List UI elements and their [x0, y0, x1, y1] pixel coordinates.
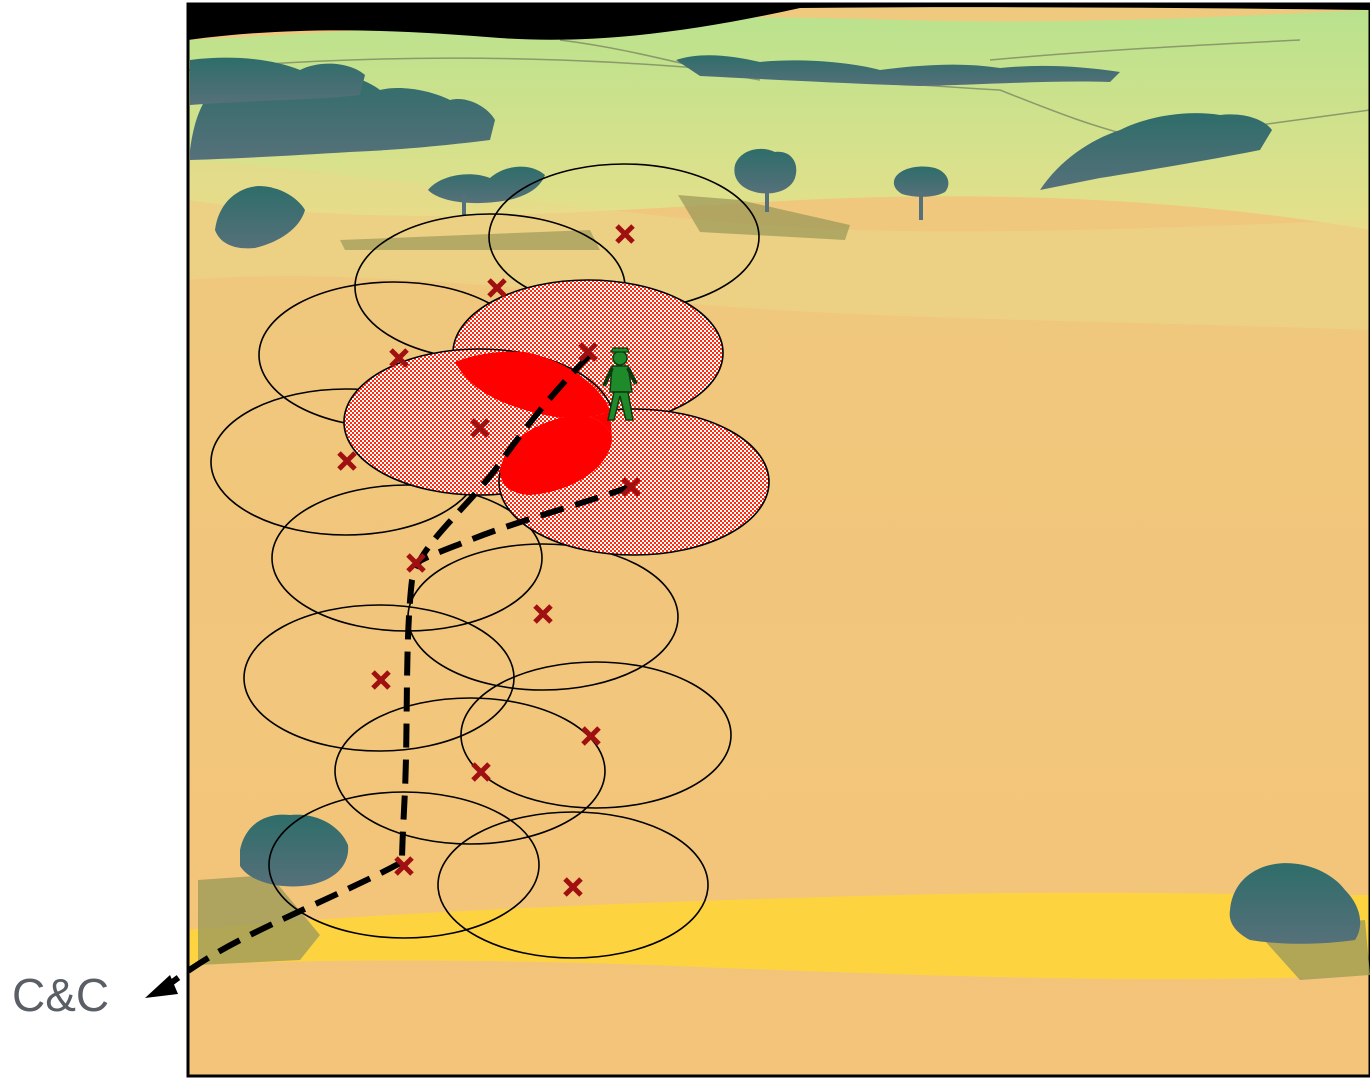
- sensor-range: [243, 604, 515, 752]
- sensor-range: [268, 791, 540, 939]
- active-detections: [343, 279, 770, 556]
- sensor-x-icon: [487, 278, 507, 298]
- sensor-range: [460, 661, 732, 809]
- route-path: [160, 859, 404, 993]
- sensor-x-icon: [533, 604, 553, 624]
- sensor-markers: [337, 224, 641, 897]
- sensor-x-icon: [471, 762, 491, 782]
- sensor-x-icon: [578, 342, 598, 362]
- route-path: [399, 352, 593, 863]
- sensor-x-icon: [581, 726, 601, 746]
- sensor-range: [334, 697, 606, 845]
- sensor-range: [437, 811, 709, 959]
- trees: [190, 55, 1370, 980]
- tree-icon: [1040, 113, 1272, 190]
- tree-icon: [734, 148, 797, 194]
- arrow-head-icon: [145, 975, 178, 998]
- exit-label: C&C: [12, 969, 110, 1021]
- overlap-zone: [455, 351, 610, 418]
- sensor-x-icon: [394, 856, 414, 876]
- sensor-x-icon: [371, 670, 391, 690]
- sensor-x-icon: [406, 553, 426, 573]
- sensor-x-icon: [337, 451, 357, 471]
- sensor-x-icon: [615, 224, 635, 244]
- sensor-x-icon: [470, 418, 490, 438]
- sensor-x-icon: [563, 877, 583, 897]
- sensor-x-icon: [389, 348, 409, 368]
- tree-icon: [215, 186, 305, 249]
- tree-icon: [1229, 863, 1361, 944]
- overlap-zone: [500, 416, 612, 495]
- route-path: [416, 483, 634, 565]
- sensor-x-icon: [621, 477, 641, 497]
- tree-icon: [893, 166, 949, 197]
- soldier-icon: [602, 347, 638, 421]
- intruder-route: [160, 352, 634, 993]
- tree-icon: [676, 55, 1120, 86]
- tree-icon: [240, 814, 349, 887]
